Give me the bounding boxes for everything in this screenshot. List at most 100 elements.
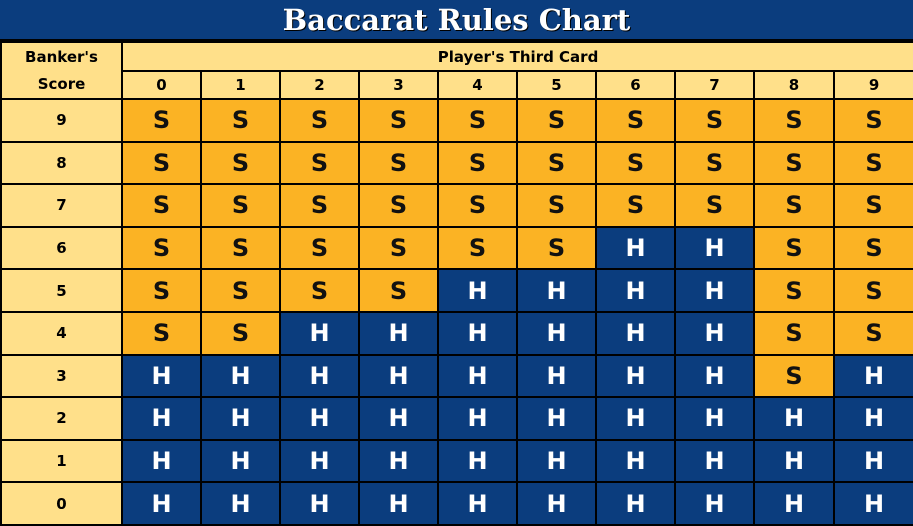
hit-cell: H	[832, 438, 913, 484]
stand-cell: S	[200, 268, 281, 313]
banker-score-label: 1	[0, 438, 123, 484]
hit-cell: H	[358, 481, 439, 526]
stand-cell: S	[121, 140, 202, 186]
hit-cell: H	[200, 396, 281, 441]
hit-cell: H	[200, 353, 281, 399]
stand-cell: S	[437, 140, 518, 186]
stand-cell: S	[200, 183, 281, 228]
stand-cell: S	[121, 225, 202, 271]
stand-cell: S	[674, 98, 755, 143]
hit-cell: H	[358, 438, 439, 484]
hit-cell: H	[200, 481, 281, 526]
stand-cell: S	[832, 140, 913, 186]
hit-cell: H	[753, 396, 835, 441]
player-third-card-header: Player's Third Card	[120, 41, 913, 72]
column-number-3: 3	[358, 70, 439, 100]
column-number-8: 8	[753, 70, 835, 100]
stand-cell: S	[674, 140, 755, 186]
hit-cell: H	[674, 481, 755, 526]
stand-cell: S	[121, 183, 202, 228]
hit-cell: H	[516, 481, 597, 526]
hit-cell: H	[595, 225, 676, 271]
hit-cell: H	[753, 438, 835, 484]
hit-cell: H	[200, 438, 281, 484]
stand-cell: S	[595, 183, 676, 228]
stand-cell: S	[753, 183, 835, 228]
column-number-4: 4	[437, 70, 518, 100]
banker-score-header: Banker's Score	[0, 41, 123, 100]
stand-cell: S	[753, 310, 835, 356]
hit-cell: H	[674, 353, 755, 399]
banker-score-label: 0	[0, 481, 123, 526]
stand-cell: S	[674, 183, 755, 228]
hit-cell: H	[437, 310, 518, 356]
stand-cell: S	[200, 310, 281, 356]
banker-score-label: 6	[0, 225, 123, 271]
hit-cell: H	[437, 438, 518, 484]
stand-cell: S	[516, 140, 597, 186]
column-number-0: 0	[121, 70, 202, 100]
column-number-2: 2	[279, 70, 360, 100]
hit-cell: H	[279, 396, 360, 441]
stand-cell: S	[832, 183, 913, 228]
hit-cell: H	[674, 438, 755, 484]
hit-cell: H	[832, 396, 913, 441]
hit-cell: H	[753, 481, 835, 526]
stand-cell: S	[753, 140, 835, 186]
stand-cell: S	[358, 98, 439, 143]
hit-cell: H	[595, 310, 676, 356]
stand-cell: S	[437, 98, 518, 143]
stand-cell: S	[358, 183, 439, 228]
stand-cell: S	[121, 310, 202, 356]
stand-cell: S	[832, 225, 913, 271]
hit-cell: H	[595, 353, 676, 399]
hit-cell: H	[279, 438, 360, 484]
hit-cell: H	[516, 438, 597, 484]
hit-cell: H	[121, 396, 202, 441]
stand-cell: S	[832, 98, 913, 143]
hit-cell: H	[516, 310, 597, 356]
hit-cell: H	[516, 353, 597, 399]
column-number-1: 1	[200, 70, 281, 100]
hit-cell: H	[516, 268, 597, 313]
banker-score-label: 9	[0, 98, 123, 143]
hit-cell: H	[279, 353, 360, 399]
hit-cell: H	[832, 353, 913, 399]
stand-cell: S	[753, 268, 835, 313]
hit-cell: H	[437, 268, 518, 313]
hit-cell: H	[674, 396, 755, 441]
hit-cell: H	[358, 396, 439, 441]
banker-score-label: 7	[0, 183, 123, 228]
banker-score-label: 2	[0, 396, 123, 441]
stand-cell: S	[279, 98, 360, 143]
stand-cell: S	[279, 140, 360, 186]
hit-cell: H	[358, 310, 439, 356]
column-number-9: 9	[832, 70, 913, 100]
stand-cell: S	[753, 98, 835, 143]
stand-cell: S	[437, 225, 518, 271]
hit-cell: H	[279, 481, 360, 526]
hit-cell: H	[832, 481, 913, 526]
stand-cell: S	[595, 98, 676, 143]
banker-score-label: 3	[0, 353, 123, 399]
stand-cell: S	[358, 140, 439, 186]
hit-cell: H	[674, 310, 755, 356]
hit-cell: H	[358, 353, 439, 399]
stand-cell: S	[516, 225, 597, 271]
stand-cell: S	[121, 268, 202, 313]
hit-cell: H	[595, 396, 676, 441]
stand-cell: S	[200, 225, 281, 271]
stand-cell: S	[832, 310, 913, 356]
hit-cell: H	[279, 310, 360, 356]
column-number-7: 7	[674, 70, 755, 100]
